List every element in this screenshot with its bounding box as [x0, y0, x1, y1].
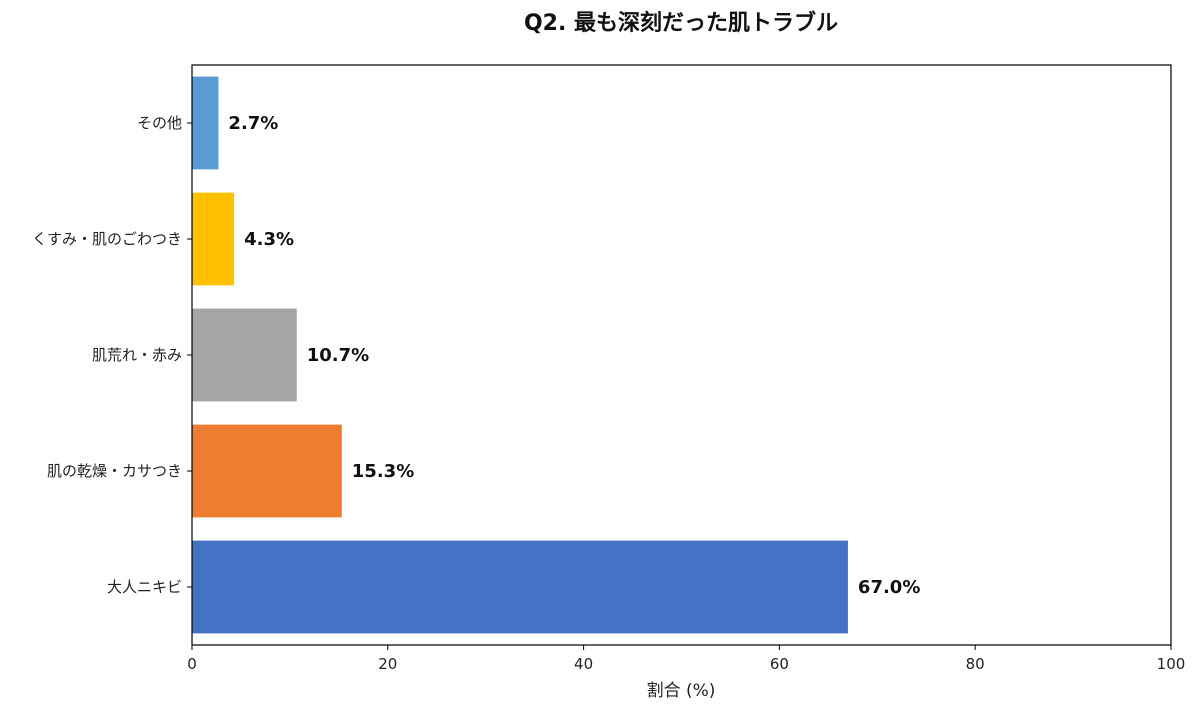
- x-tick-label: 100: [1157, 655, 1186, 673]
- y-tick-label: 大人ニキビ: [107, 578, 182, 596]
- bar-value-label: 10.7%: [307, 345, 369, 366]
- bar: [192, 540, 848, 634]
- x-axis-label: 割合 (%): [647, 681, 716, 701]
- y-tick-label: くすみ・肌のごわつき: [32, 230, 182, 248]
- bar: [192, 76, 219, 170]
- value-labels-group: 67.0% 15.3% 10.7% 4.3% 2.7%: [228, 113, 920, 598]
- y-tick-label: 肌の乾燥・カサつき: [47, 462, 182, 480]
- bar-value-label: 2.7%: [228, 113, 278, 134]
- y-tick-label: その他: [137, 114, 182, 132]
- bar-value-label: 67.0%: [858, 577, 920, 598]
- x-axis-ticks: 0 20 40 60 80 100: [187, 645, 1185, 673]
- x-tick-label: 20: [378, 655, 397, 673]
- bar-value-label: 15.3%: [352, 461, 414, 482]
- bar: [192, 424, 342, 518]
- y-tick-label: 肌荒れ・赤み: [92, 346, 182, 364]
- x-tick-label: 0: [187, 655, 197, 673]
- chart-title: Q2. 最も深刻だった肌トラブル: [524, 10, 838, 36]
- y-axis-ticks: 大人ニキビ 肌の乾燥・カサつき 肌荒れ・赤み くすみ・肌のごわつき その他: [32, 114, 192, 596]
- bar-value-label: 4.3%: [244, 229, 294, 250]
- x-tick-label: 60: [770, 655, 789, 673]
- x-tick-label: 80: [966, 655, 985, 673]
- x-tick-label: 40: [574, 655, 593, 673]
- bar: [192, 308, 297, 402]
- plot-frame: [191, 64, 1172, 646]
- bar: [192, 192, 235, 286]
- bars-group: [192, 76, 848, 634]
